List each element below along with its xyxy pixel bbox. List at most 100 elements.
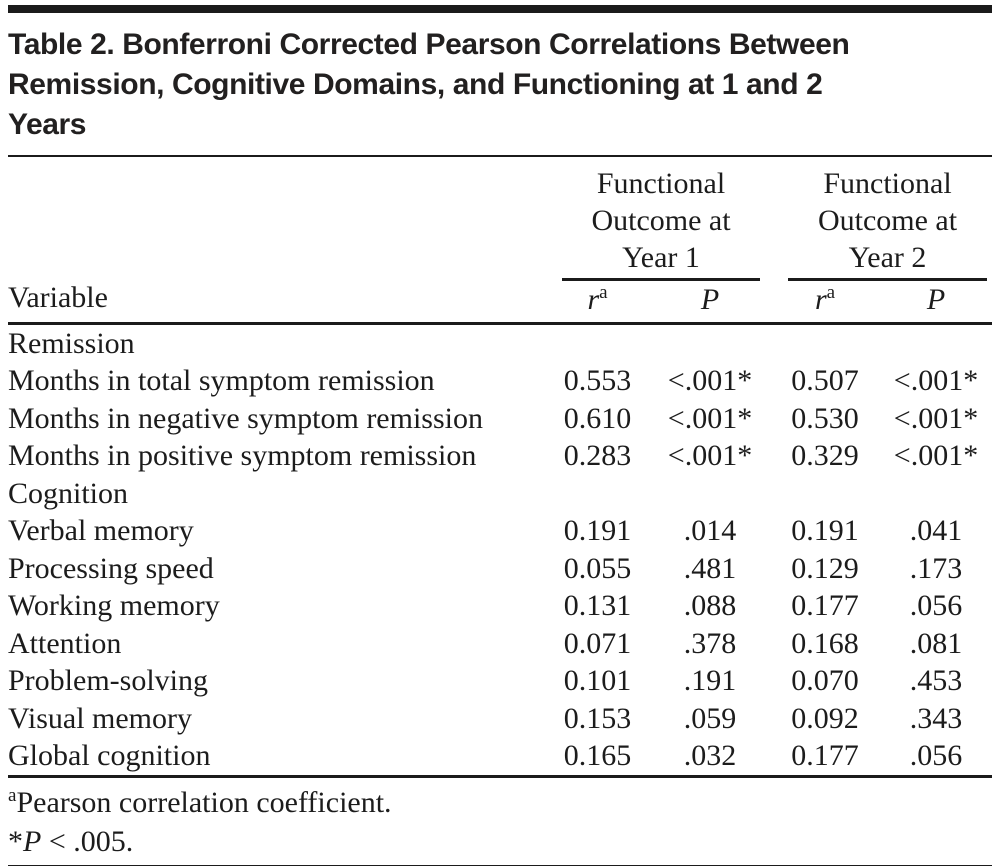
cell-value: <.001* <box>893 364 979 398</box>
r-superscript: a <box>826 282 836 303</box>
cell-value: <.001* <box>667 439 753 473</box>
table-row: Processing speed 0.055 .481 0.129 .173 <box>8 550 992 588</box>
cell-value: 0.070 <box>791 664 859 698</box>
section-row: Cognition <box>8 475 992 513</box>
table-row: Verbal memory 0.191 .014 0.191 .041 <box>8 513 992 551</box>
footnote-p-symbol: P <box>23 825 42 858</box>
cell-value: 0.177 <box>770 737 880 778</box>
cell-value: 0.092 <box>791 701 859 735</box>
correlations-table: Variable Functional Outcome at Year 1 Fu… <box>8 157 992 778</box>
footnote-pearson-text: Pearson correlation coefficient. <box>16 786 392 819</box>
table-head: Variable Functional Outcome at Year 1 Fu… <box>8 157 992 325</box>
group-header-year2: Functional Outcome at Year 2 <box>770 157 992 281</box>
table-row: Visual memory 0.153 .059 0.092 .343 <box>8 700 992 738</box>
section-row: Remission <box>8 324 992 363</box>
cell-value: 0.129 <box>791 551 859 585</box>
cell-value <box>650 475 770 513</box>
cell-value: 0.191 <box>791 514 859 548</box>
row-label: Global cognition <box>8 737 545 778</box>
p-symbol: P <box>926 283 946 316</box>
subheader-r-year1: ra <box>545 281 650 325</box>
footnote-pearson: aPearson correlation coefficient. <box>8 783 992 822</box>
cell-value: .014 <box>683 514 737 548</box>
footnote-pvalue-text: < .005. <box>41 825 134 858</box>
cell-value: 0.553 <box>563 364 632 398</box>
table-row: Global cognition 0.165.032 0.177.056 <box>8 737 992 778</box>
title-divider-rule <box>8 155 992 157</box>
table-body: Remission Months in total symptom remissi… <box>8 324 992 778</box>
row-label: Months in negative symptom remission <box>8 401 483 435</box>
cell-value: 0.168 <box>791 626 859 660</box>
table-row: Problem-solving 0.101 .191 0.070 .453 <box>8 663 992 701</box>
variable-column-header: Variable <box>8 157 545 325</box>
cell-value: .191 <box>683 664 737 698</box>
r-symbol: r <box>814 283 827 316</box>
table-row: Attention 0.071 .378 0.168 .081 <box>8 625 992 663</box>
row-label: Months in positive symptom remission <box>8 439 477 473</box>
cell-value: 0.165 <box>545 737 650 778</box>
cell-value: .059 <box>683 701 737 735</box>
row-label: Processing speed <box>8 551 214 585</box>
cell-value <box>770 475 880 513</box>
group-header-year2-label: Functional Outcome at Year 2 <box>788 165 987 281</box>
cell-value: .056 <box>909 589 963 623</box>
cell-value: 0.131 <box>563 589 632 623</box>
cell-value: .041 <box>909 514 963 548</box>
cell-value: .173 <box>909 551 963 585</box>
table-row: Months in negative symptom remission 0.61… <box>8 400 992 438</box>
subheader-row: ra P ra P <box>8 281 992 325</box>
cell-value <box>770 324 880 363</box>
row-label: Months in total symptom remission <box>8 364 435 398</box>
cell-value: 0.177 <box>791 589 859 623</box>
row-label: Problem-solving <box>8 664 208 698</box>
footnote-pvalue: *P < .005. <box>8 822 992 861</box>
table-row: Working memory 0.131 .088 0.177 .056 <box>8 588 992 626</box>
cell-value: .032 <box>650 737 770 778</box>
cell-value <box>545 475 650 513</box>
subheader-r-year2: ra <box>770 281 880 325</box>
cell-value: .343 <box>909 701 963 735</box>
group-header-row: Variable Functional Outcome at Year 1 Fu… <box>8 157 992 325</box>
cell-value <box>880 324 992 363</box>
table-title: Table 2. Bonferroni Corrected Pearson Co… <box>8 28 850 141</box>
cell-value: .088 <box>683 589 737 623</box>
table-row: Months in total symptom remission 0.553 <.… <box>8 363 992 401</box>
cell-value: .056 <box>880 737 992 778</box>
cell-value: 0.101 <box>563 664 632 698</box>
cell-value: .378 <box>683 626 737 660</box>
section-label: Cognition <box>8 476 129 510</box>
footnote-superscript-a: a <box>8 785 17 806</box>
cell-value: 0.055 <box>563 551 632 585</box>
footnote-asterisk: * <box>8 825 23 858</box>
cell-value: 0.329 <box>791 439 859 473</box>
group-header-year1-label: Functional Outcome at Year 1 <box>562 165 760 281</box>
cell-value <box>545 324 650 363</box>
cell-value: .481 <box>683 551 737 585</box>
cell-value: 0.530 <box>791 401 859 435</box>
cell-value: 0.071 <box>563 626 632 660</box>
cell-value: <.001* <box>667 364 753 398</box>
cell-value: <.001* <box>893 401 979 435</box>
cell-value <box>650 324 770 363</box>
cell-value: .453 <box>909 664 963 698</box>
cell-value: 0.153 <box>563 701 632 735</box>
group-header-year1: Functional Outcome at Year 1 <box>545 157 770 281</box>
cell-value: 0.610 <box>563 401 632 435</box>
r-superscript: a <box>599 282 608 303</box>
subheader-p-year2: P <box>880 281 992 325</box>
cell-value: 0.191 <box>563 514 632 548</box>
cell-value: .081 <box>909 626 963 660</box>
row-label: Working memory <box>8 589 220 623</box>
cell-value: 0.507 <box>791 364 859 398</box>
cell-value <box>880 475 992 513</box>
cell-value: <.001* <box>667 401 753 435</box>
section-label: Remission <box>8 326 135 360</box>
subheader-p-year1: P <box>650 281 770 325</box>
table-row: Months in positive symptom remission 0.28… <box>8 438 992 476</box>
cell-value: <.001* <box>893 439 979 473</box>
row-label: Attention <box>8 626 122 660</box>
p-symbol: P <box>700 283 720 316</box>
footnotes: aPearson correlation coefficient. *P < .… <box>8 783 992 861</box>
row-label: Verbal memory <box>8 514 194 548</box>
